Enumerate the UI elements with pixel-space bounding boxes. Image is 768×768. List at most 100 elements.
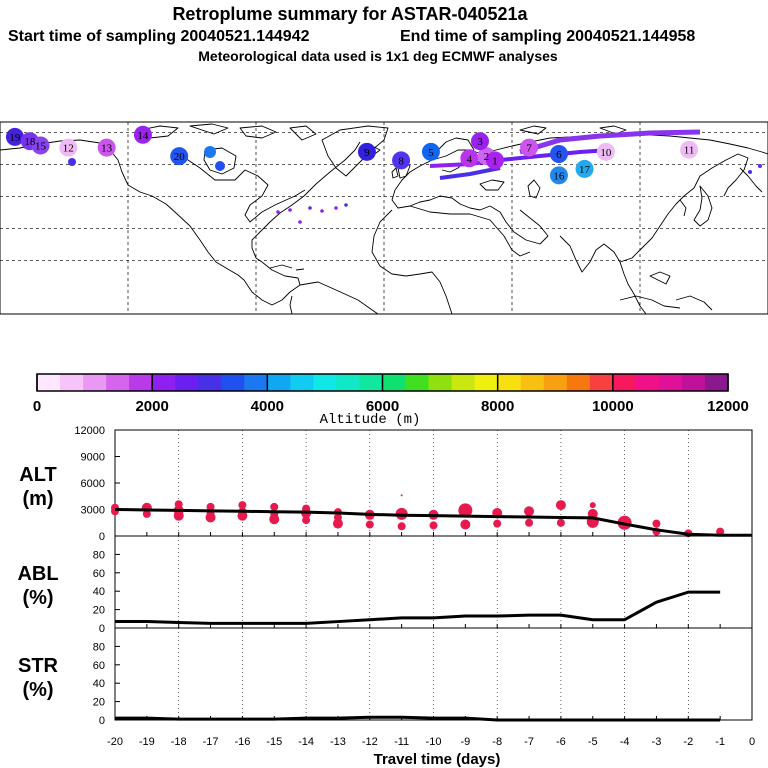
colorbar-cell [221,374,245,391]
colorbar-cell [152,374,176,391]
x-tick-label: -11 [394,736,409,748]
abl-label: ABL [17,563,58,585]
y-tick-label: 80 [93,641,105,653]
y-tick-label: 40 [93,586,105,598]
plume-day-label: 18 [24,136,36,148]
altitude-cluster-point [397,522,406,531]
altitude-cluster-point [206,502,215,511]
plume-centroid-marker [31,136,50,155]
plume-day-label: 2 [484,151,490,163]
x-tick-label: -7 [524,736,534,748]
x-tick-label: -4 [620,736,630,748]
altitude-cluster-point [302,516,311,525]
colorbar-cell [37,374,61,391]
plume-day-label: 6 [556,149,562,161]
plume-centroid-marker [5,127,24,146]
figure-title: Retroplume summary for ASTAR-040521a [172,4,528,24]
colorbar-cell [359,374,383,391]
colorbar-cell [129,374,153,391]
plume-day-label: 17 [579,164,591,176]
altitude-cluster-point [332,518,343,529]
altitude-cluster-point [460,519,471,530]
plume-centroid-marker [59,138,78,157]
str-label: STR [18,655,59,677]
alt-label: ALT [19,464,56,486]
map-graticule [0,122,768,314]
plume-centroid-marker [549,166,568,185]
y-tick-label: 40 [93,678,105,690]
altitude-cluster-point [555,500,566,511]
colorbar-cell [704,374,729,391]
x-tick-label: -9 [460,736,470,748]
colorbar-cell [106,374,130,391]
plume-centroid-markers [5,125,699,185]
colorbar-cell [267,374,291,391]
plume-day-label: 7 [526,143,532,155]
alt-panel: 0 3000 6000 9000 12000 ALT(m) [19,425,753,543]
colorbar-cell [175,374,199,391]
colorbar-cell [382,374,407,391]
plume-day-label: 8 [398,155,404,167]
end-time-label: End time of sampling 20040521.144958 [400,28,695,45]
altitude-cluster-point [556,518,565,527]
colorbar-cell [83,374,107,391]
colorbar-tick-label: 6000 [366,398,399,415]
y-tick-label: 0 [99,623,105,635]
colorbar-cell [290,374,314,391]
colorbar-tick-label: 4000 [251,398,284,415]
plume-day-label: 4 [467,153,473,165]
y-tick-label: 12000 [74,425,105,437]
colorbar-cell [405,374,430,391]
x-tick-label: -5 [588,736,598,748]
altitude-cluster-point [458,503,473,518]
plume-centroid-marker [596,142,615,161]
colorbar-tick-label: 12000 [707,398,749,415]
time-series-panels: 030006000900012000ALT(m)020406080ABL(%)0… [17,425,755,748]
plume-day-label: 1 [492,155,498,167]
colorbar-tick-label: 0 [33,398,41,415]
colorbar-cell [336,374,360,391]
plume-day-label: 16 [553,170,565,182]
x-tick-label: -10 [426,736,442,748]
plume-centroid-marker [485,151,504,170]
y-tick-label: 20 [93,605,105,617]
plume-centroid-marker [421,142,440,161]
altitude-cluster-point [400,494,403,497]
abl-panel: 0 20 40 60 80 ABL(%) [17,535,753,635]
plume-particle-dots [68,146,762,224]
abl-panel-frame [114,535,753,629]
colorbar-tick-label: 2000 [135,398,168,415]
y-tick-label: 6000 [81,478,105,490]
x-tick-label: -13 [330,736,346,748]
alt-series-line [114,508,752,537]
abl-unit-label: (%) [22,587,53,609]
colorbar-tick-label: 10000 [592,398,634,415]
plume-centroid-marker [392,151,411,170]
plume-centroid-marker [97,138,116,157]
colorbar-cell [635,374,660,391]
plume-centroid-marker [471,132,489,151]
plume-day-label: 5 [428,147,434,159]
altitude-cluster-point [525,518,534,527]
str-panel-frame [114,627,753,721]
altitude-cluster-point [589,502,596,509]
altitude-cluster-point [652,519,661,528]
plume-day-label: 14 [137,130,149,142]
altitude-cluster-point [174,500,183,509]
x-axis-title: Travel time (days) [374,751,501,768]
str-series-line [115,715,721,722]
x-tick-label: -19 [139,736,155,748]
plume-day-label: 13 [101,143,113,155]
altitude-colorbar: 0 2000 4000 6000 8000 10000 12000 Altitude (m) [33,373,749,428]
colorbar-cell [543,374,568,391]
plume-centroid-marker [549,145,568,163]
colorbar-cell [612,374,637,391]
y-tick-label: 0 [99,531,105,543]
x-tick-label: 0 [749,736,755,748]
plume-centroid-marker [357,142,376,161]
plume-day-label: 10 [600,147,612,159]
abl-series-line [115,590,721,625]
colorbar-axis-label: Altitude (m) [320,412,421,428]
